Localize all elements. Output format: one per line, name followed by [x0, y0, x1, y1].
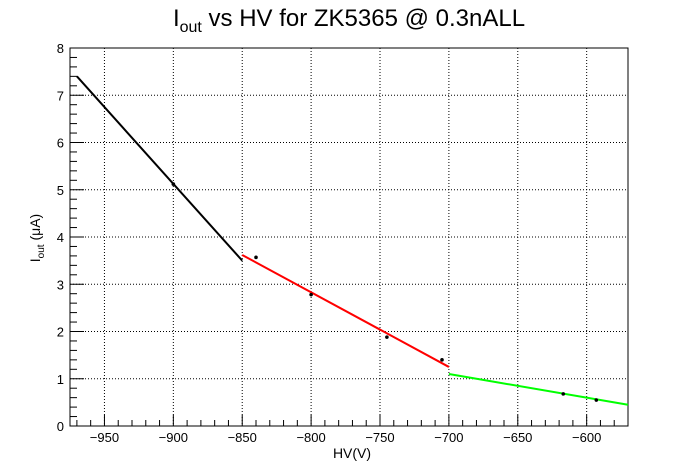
y-tick-label: 4 — [57, 230, 64, 245]
x-axis-label: HV(V) — [333, 445, 371, 461]
y-axis-label: Iout (μA) — [27, 214, 47, 262]
data-point — [254, 255, 258, 260]
fit-line — [76, 75, 243, 262]
tick-labels: −950 −900 −850 −800 −750 −700 −650 −600 0 1 2 3 4 5 6 7… — [57, 41, 602, 445]
fit-lines — [76, 75, 629, 406]
y-tick-label: 6 — [57, 136, 64, 151]
x-tick-label: −850 — [228, 430, 257, 445]
x-tick-label: −750 — [365, 430, 394, 445]
y-tick-label: 0 — [57, 419, 64, 434]
x-tick-label: −600 — [572, 430, 601, 445]
grid — [70, 48, 628, 426]
y-tick-label: 5 — [57, 183, 64, 198]
x-tick-label: −650 — [503, 430, 532, 445]
y-tick-label: 3 — [57, 277, 64, 292]
fit-line — [448, 373, 629, 406]
y-tick-label: 1 — [57, 372, 64, 387]
x-tick-label: −900 — [159, 430, 188, 445]
x-tick-label: −950 — [90, 430, 119, 445]
y-tick-label: 7 — [57, 88, 64, 103]
x-tick-label: −800 — [296, 430, 325, 445]
data-point — [561, 392, 566, 396]
data-point — [594, 398, 599, 402]
chart-title: Iout vs HV for ZK5365 @ 0.3nALL — [173, 5, 525, 36]
data-point — [440, 358, 444, 362]
data-point — [309, 292, 313, 297]
data-point — [171, 182, 176, 186]
data-points — [171, 182, 599, 402]
x-tick-label: −700 — [434, 430, 463, 445]
y-tick-label: 8 — [57, 41, 64, 56]
axis-ticks — [70, 47, 629, 427]
data-point — [385, 335, 389, 339]
y-tick-label: 2 — [57, 325, 64, 340]
fit-line — [241, 254, 450, 368]
